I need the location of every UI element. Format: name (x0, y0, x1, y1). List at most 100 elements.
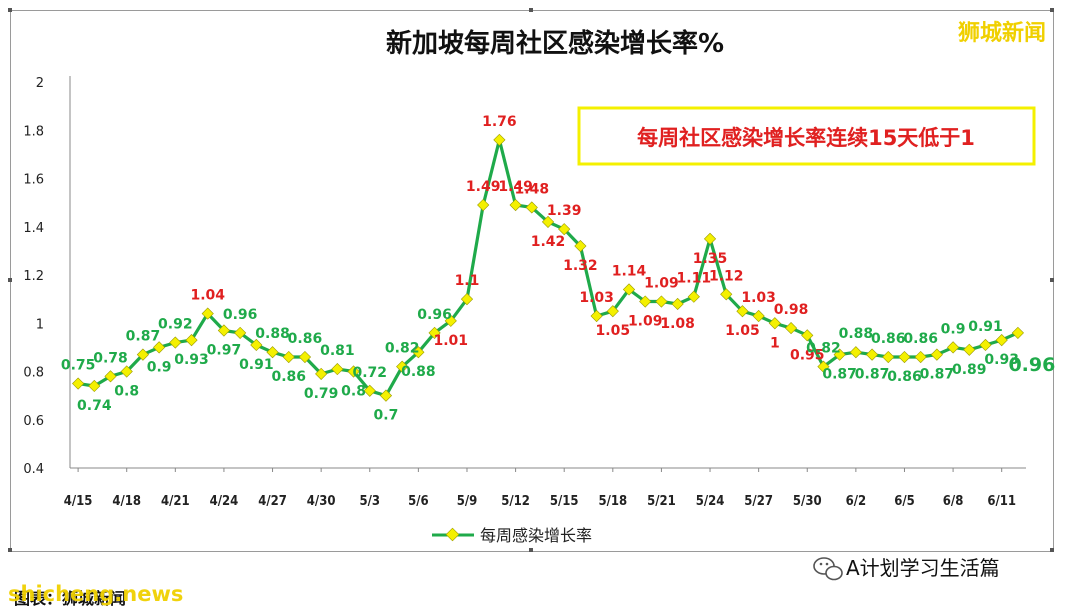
data-point (898, 350, 911, 364)
y-tick-label: 1.4 (23, 221, 44, 236)
data-point (703, 232, 717, 245)
data-label: 0.92 (158, 317, 193, 333)
data-point (493, 133, 506, 146)
data-point (979, 338, 992, 352)
data-point (72, 377, 85, 390)
data-label: 1.04 (190, 288, 225, 304)
data-point (234, 326, 247, 339)
data-label: 0.8 (114, 384, 139, 400)
data-label: 1.05 (725, 323, 760, 339)
y-tick-label: 0.6 (23, 414, 44, 429)
chart-frame (10, 10, 1054, 552)
watermark: shicheng.news (8, 582, 183, 606)
data-label: 1 (770, 335, 780, 351)
data-point (622, 283, 636, 296)
resize-handle[interactable] (1050, 278, 1054, 282)
legend-marker (445, 527, 460, 542)
resize-handle[interactable] (529, 548, 533, 552)
data-point (768, 317, 781, 330)
wechat-icon (813, 557, 843, 581)
data-point (914, 350, 927, 364)
data-point (250, 338, 263, 352)
legend-label: 每周感染增长率 (480, 526, 592, 545)
data-point (201, 307, 214, 320)
data-label: 0.88 (839, 326, 874, 342)
data-point (266, 346, 279, 359)
resize-handle[interactable] (8, 548, 12, 552)
data-point (817, 360, 830, 373)
y-tick-label: 0.8 (23, 366, 44, 381)
data-point (801, 329, 814, 342)
y-tick-label: 1.8 (23, 124, 44, 139)
data-point (315, 367, 328, 380)
data-label: 1.35 (693, 251, 728, 267)
resize-handle[interactable] (8, 278, 12, 282)
data-point (720, 288, 733, 301)
data-label: 1.32 (563, 258, 598, 274)
x-tick-label: 5/24 (696, 494, 725, 509)
annotation-box: 每周社区感染增长率连续15天低于1 (577, 106, 1036, 166)
data-label: 1.01 (434, 333, 469, 349)
x-tick-label: 4/18 (112, 494, 141, 509)
data-point (963, 343, 976, 356)
y-tick-label: 2 (36, 76, 44, 91)
data-point (525, 201, 538, 214)
y-tick-label: 1.2 (23, 269, 44, 284)
data-label: 0.75 (61, 358, 96, 374)
data-point (558, 223, 571, 236)
data-label: 0.98 (774, 302, 809, 318)
data-point (671, 297, 684, 311)
data-label: 0.87 (855, 367, 890, 383)
data-point (347, 365, 360, 378)
data-label: 1.03 (741, 290, 776, 306)
data-point (460, 293, 474, 306)
x-tick-label: 5/9 (457, 494, 478, 509)
data-point (444, 314, 457, 327)
annotation-text: 每周社区感染增长率连续15天低于1 (637, 126, 975, 150)
data-label: 0.86 (871, 331, 906, 347)
data-label: 0.79 (304, 386, 339, 402)
data-label: 1.05 (596, 323, 631, 339)
x-tick-label: 4/24 (210, 494, 239, 509)
data-label: 1.14 (612, 263, 647, 279)
markers (72, 133, 1024, 402)
data-point (849, 346, 862, 359)
data-label: 0.88 (255, 326, 290, 342)
resize-handle[interactable] (529, 8, 533, 12)
wechat-account: A计划学习生活篇 (846, 556, 1000, 580)
data-point (784, 321, 798, 335)
data-point (298, 350, 312, 364)
data-point (428, 326, 441, 339)
data-point (574, 239, 587, 253)
source-credit: 图表：狮城新闻 (14, 589, 126, 608)
data-label: 1.03 (579, 290, 614, 306)
x-tick-label: 6/5 (894, 494, 915, 509)
data-label: 0.87 (920, 367, 955, 383)
data-point (833, 348, 846, 361)
data-label: 0.78 (93, 350, 128, 366)
data-point (363, 384, 376, 397)
resize-handle[interactable] (1050, 548, 1054, 552)
data-point (477, 198, 490, 212)
data-point (687, 290, 700, 303)
data-point (639, 295, 652, 308)
x-tick-label: 4/21 (161, 494, 190, 509)
data-label: 0.95 (790, 347, 825, 363)
data-label: 1.08 (660, 316, 695, 332)
x-tick-label: 5/30 (793, 494, 822, 509)
data-label: 0.82 (806, 341, 841, 357)
data-label: 1.09 (628, 314, 663, 330)
x-tick-label: 5/27 (744, 494, 773, 509)
data-point (882, 350, 895, 364)
data-label: 0.93 (174, 352, 209, 368)
data-label: 1.12 (709, 268, 744, 284)
data-point (606, 305, 619, 318)
data-point (88, 379, 101, 393)
resize-handle[interactable] (1050, 8, 1054, 12)
x-tick-label: 5/15 (550, 494, 579, 509)
data-label: 0.81 (320, 343, 355, 359)
resize-handle[interactable] (8, 8, 12, 12)
data-label: 0.9 (941, 321, 966, 337)
data-label: 0.87 (126, 329, 161, 345)
data-label: 0.97 (207, 342, 242, 358)
